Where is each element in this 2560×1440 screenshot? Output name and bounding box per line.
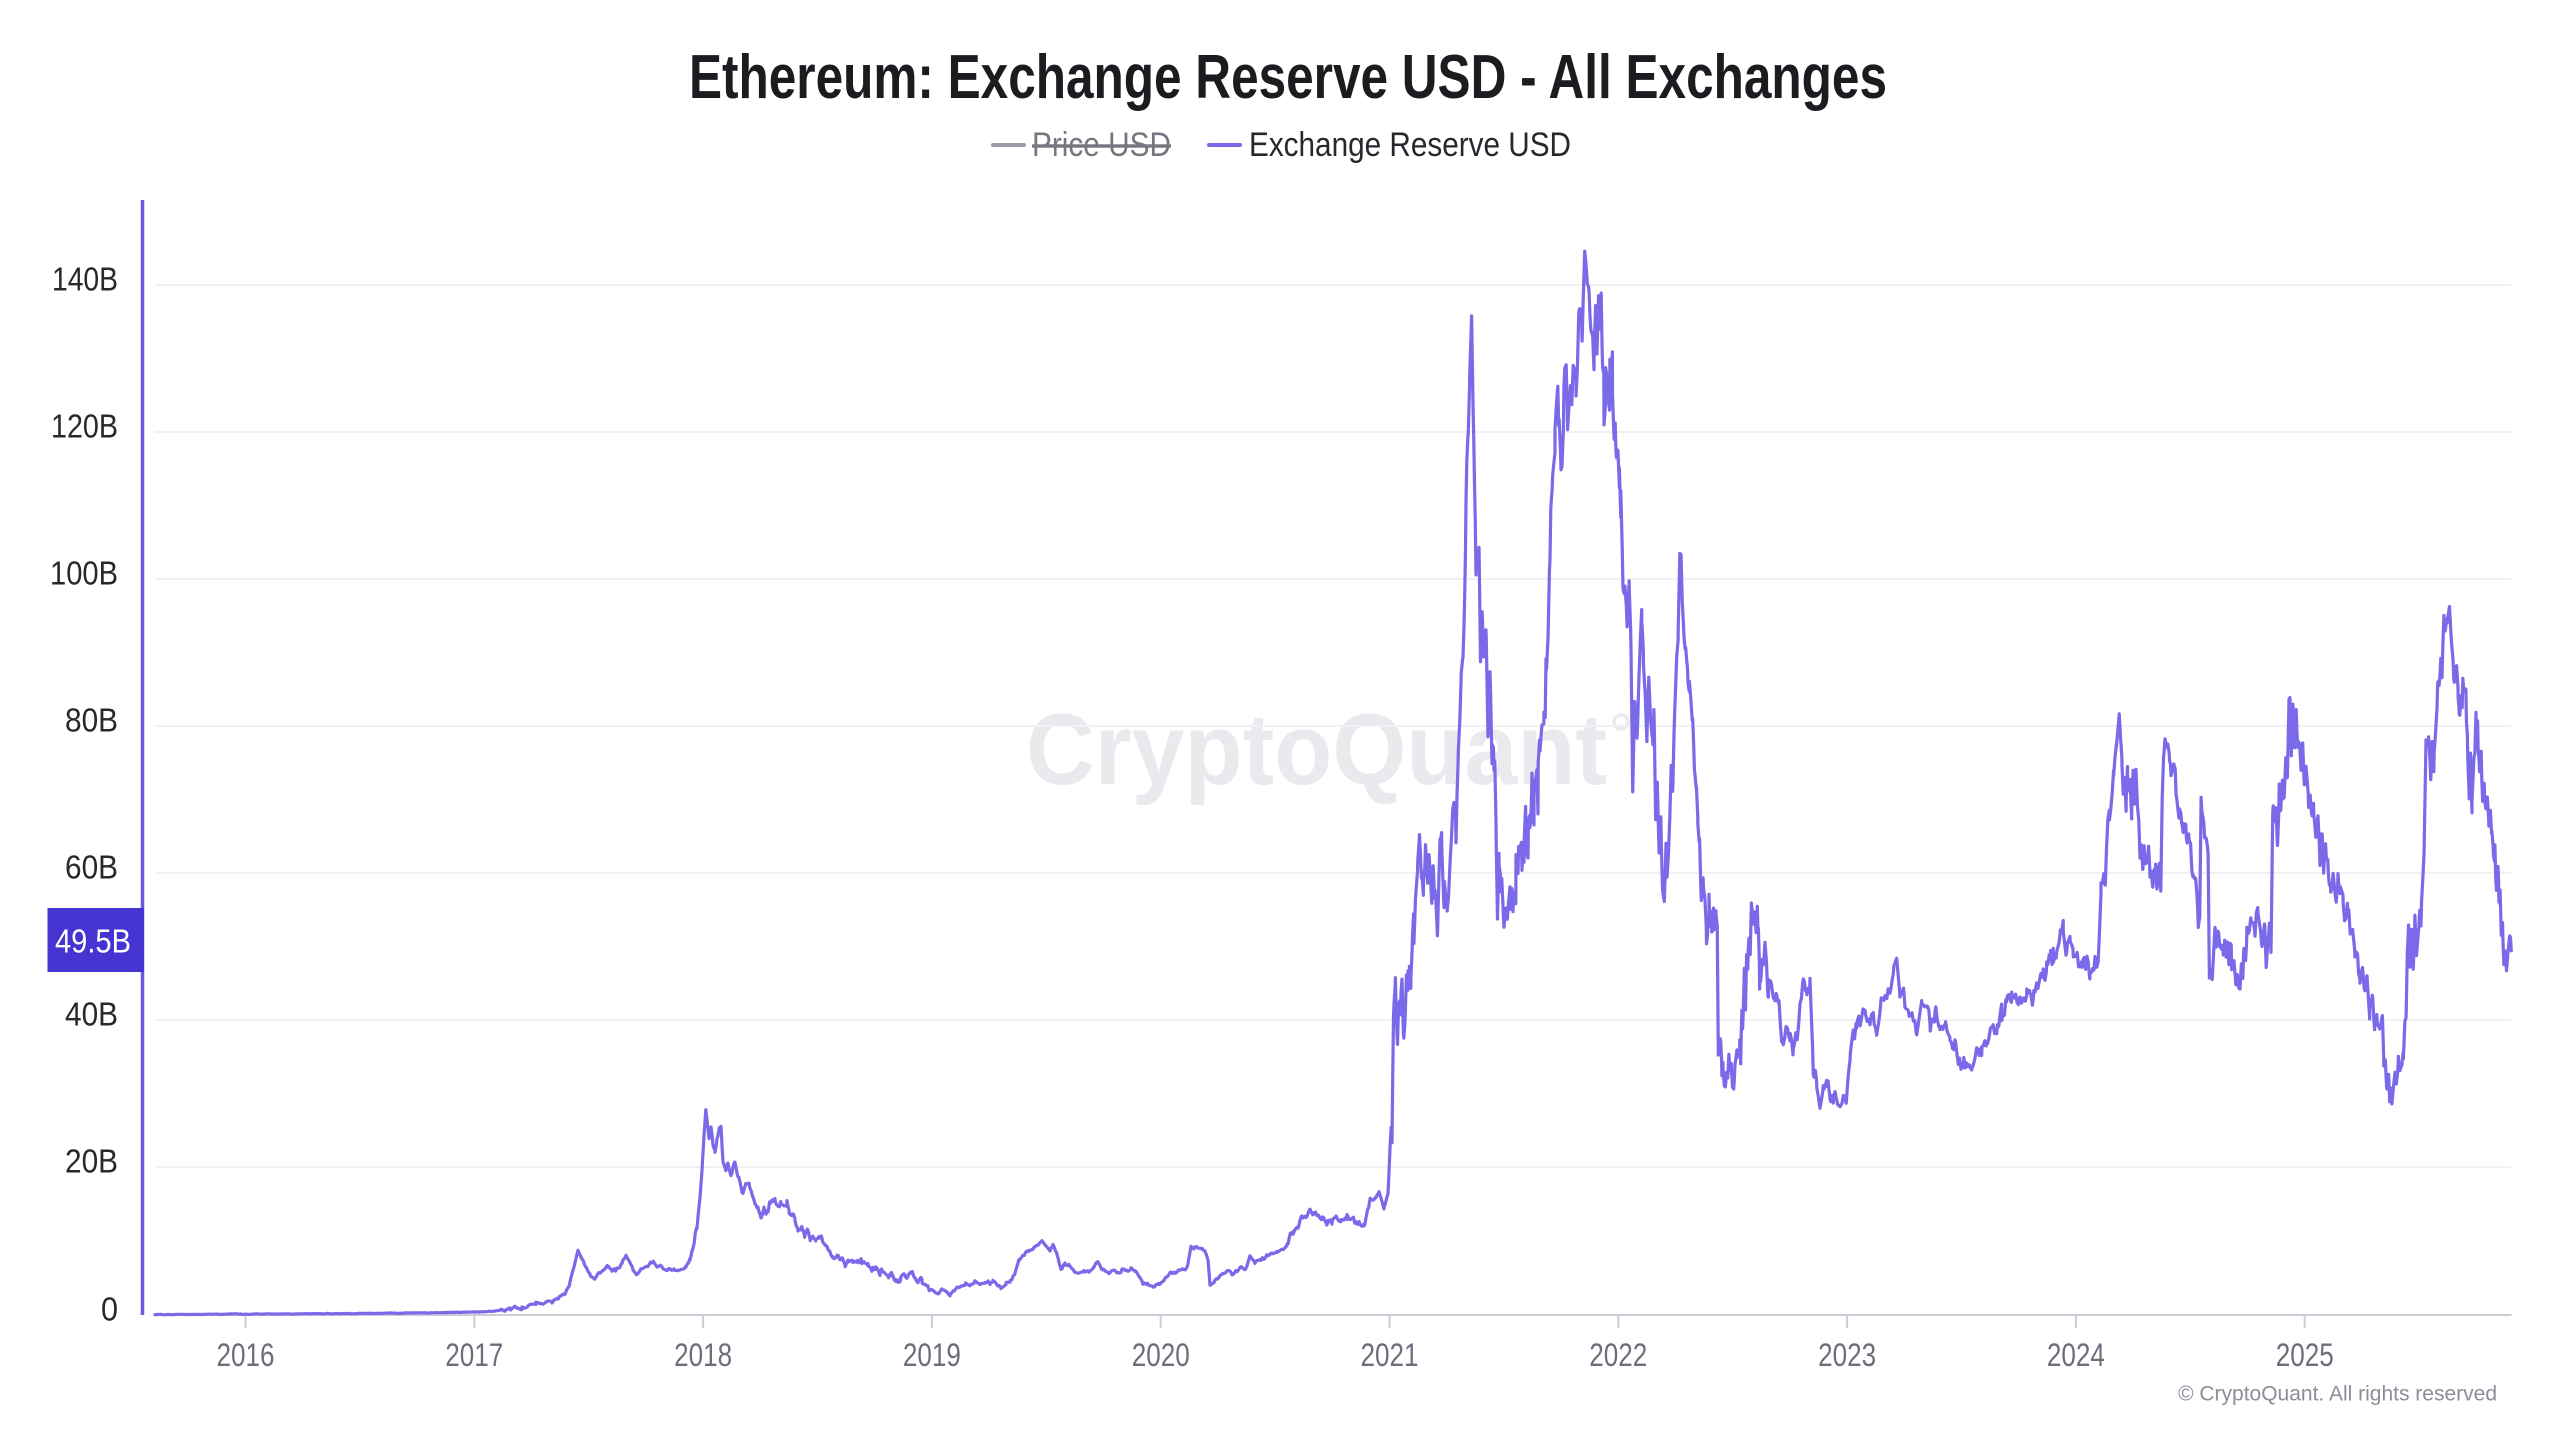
svg-text:2020: 2020 bbox=[1132, 1337, 1190, 1373]
svg-text:120B: 120B bbox=[51, 408, 118, 445]
svg-text:49.5B: 49.5B bbox=[55, 923, 131, 960]
svg-text:40B: 40B bbox=[65, 996, 118, 1033]
svg-text:2016: 2016 bbox=[217, 1337, 275, 1373]
svg-text:© CryptoQuant. All rights rese: © CryptoQuant. All rights reserved bbox=[2178, 1383, 2497, 1406]
svg-text:2017: 2017 bbox=[445, 1337, 503, 1373]
svg-text:Price USD: Price USD bbox=[1032, 126, 1171, 164]
svg-text:2021: 2021 bbox=[1361, 1337, 1419, 1373]
svg-text:2018: 2018 bbox=[674, 1337, 732, 1373]
svg-text:2024: 2024 bbox=[2047, 1337, 2105, 1373]
svg-text:100B: 100B bbox=[50, 555, 118, 592]
svg-text:2022: 2022 bbox=[1589, 1337, 1647, 1373]
svg-text:80B: 80B bbox=[65, 702, 118, 739]
svg-text:2023: 2023 bbox=[1818, 1337, 1876, 1373]
svg-text:140B: 140B bbox=[52, 261, 118, 298]
svg-text:CryptoQuant: CryptoQuant bbox=[1026, 694, 1607, 806]
svg-text:2019: 2019 bbox=[903, 1337, 961, 1373]
svg-text:Exchange Reserve USD: Exchange Reserve USD bbox=[1249, 126, 1571, 164]
svg-text:2025: 2025 bbox=[2276, 1337, 2334, 1373]
svg-text:Ethereum: Exchange Reserve USD: Ethereum: Exchange Reserve USD - All Exc… bbox=[689, 43, 1887, 112]
svg-text:20B: 20B bbox=[65, 1143, 118, 1180]
svg-text:60B: 60B bbox=[65, 849, 118, 886]
svg-text:0: 0 bbox=[101, 1291, 118, 1328]
